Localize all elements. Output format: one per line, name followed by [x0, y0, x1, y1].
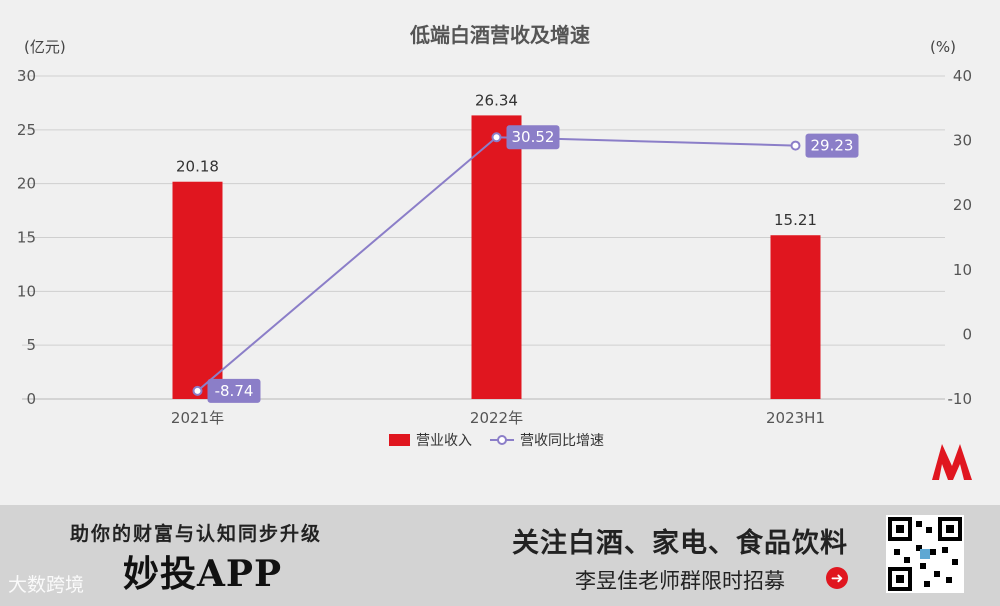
line-series: -8.74 30.52 29.23	[192, 125, 859, 403]
chart-title: 低端白酒营收及增速	[409, 23, 590, 47]
left-tick-label: 0	[26, 390, 36, 408]
legend-swatch-revenue	[389, 434, 410, 446]
bar	[471, 115, 522, 399]
brand-logo-icon	[932, 444, 972, 480]
banner-tagline: 助你的财富与认知同步升级	[70, 523, 323, 545]
chart: 0 5 10 15 20 25 30 -10 0 10 20 30 40 20.18 26.34 15.2…	[17, 23, 973, 449]
banner-focus-text: 关注白酒、家电、食品饮料	[512, 528, 848, 559]
line-data-label-box	[805, 133, 859, 158]
line-data-label: -8.74	[215, 382, 254, 400]
left-tick-label: 10	[17, 282, 36, 300]
right-axis-ticks: -10 0 10 20 30 40	[948, 67, 973, 408]
right-tick-label: 10	[953, 261, 972, 279]
right-tick-label: 40	[953, 67, 972, 85]
line-point	[491, 132, 502, 143]
arrow-right-circle-icon[interactable]: ➜	[826, 567, 848, 589]
bar-data-label: 26.34	[475, 91, 518, 109]
qr-code-icon	[886, 515, 964, 593]
line-data-label-box	[207, 378, 261, 403]
left-tick-label: 20	[17, 175, 36, 193]
line-point	[790, 140, 801, 151]
legend-label-revenue: 营业收入	[416, 433, 472, 449]
right-tick-label: 30	[953, 132, 972, 150]
line-data-label: 30.52	[512, 128, 555, 146]
left-tick-label: 30	[17, 67, 36, 85]
right-axis-unit: (%)	[930, 38, 956, 56]
line-data-label-box	[506, 125, 560, 150]
x-tick-labels: 2021年 2022年 2023H1	[171, 409, 825, 427]
right-tick-label: 0	[962, 325, 972, 343]
banner-recruit-text: 李昱佳老师群限时招募	[575, 569, 785, 593]
left-tick-label: 15	[17, 229, 36, 247]
legend-label-growth: 营收同比增速	[520, 433, 604, 449]
watermark: 大数跨境	[8, 574, 85, 596]
x-tick-label: 2023H1	[766, 409, 825, 427]
bar-data-label: 20.18	[176, 158, 219, 176]
right-tick-label: 20	[953, 196, 972, 214]
legend: 营业收入 营收同比增速	[389, 433, 604, 449]
bar	[172, 181, 223, 399]
promo-banner: 助你的财富与认知同步升级 妙投APP 关注白酒、家电、食品饮料 李昱佳老师群限时…	[0, 505, 1000, 606]
left-axis-ticks: 0 5 10 15 20 25 30	[17, 67, 36, 408]
left-tick-label: 25	[17, 121, 36, 139]
x-tick-label: 2022年	[470, 409, 523, 427]
bar-series	[172, 115, 821, 399]
line-point	[192, 385, 203, 396]
legend-marker-growth	[497, 435, 507, 445]
bar-data-label: 15.21	[774, 211, 817, 229]
line-data-label: 29.23	[811, 137, 854, 155]
right-tick-label: -10	[948, 390, 973, 408]
bar	[770, 235, 821, 399]
bar-data-labels: 20.18 26.34 15.21	[176, 91, 817, 229]
left-axis-unit: (亿元)	[24, 38, 66, 56]
left-tick-label: 5	[26, 336, 36, 354]
banner-app-name: 妙投APP	[123, 553, 283, 595]
x-tick-label: 2021年	[171, 409, 224, 427]
